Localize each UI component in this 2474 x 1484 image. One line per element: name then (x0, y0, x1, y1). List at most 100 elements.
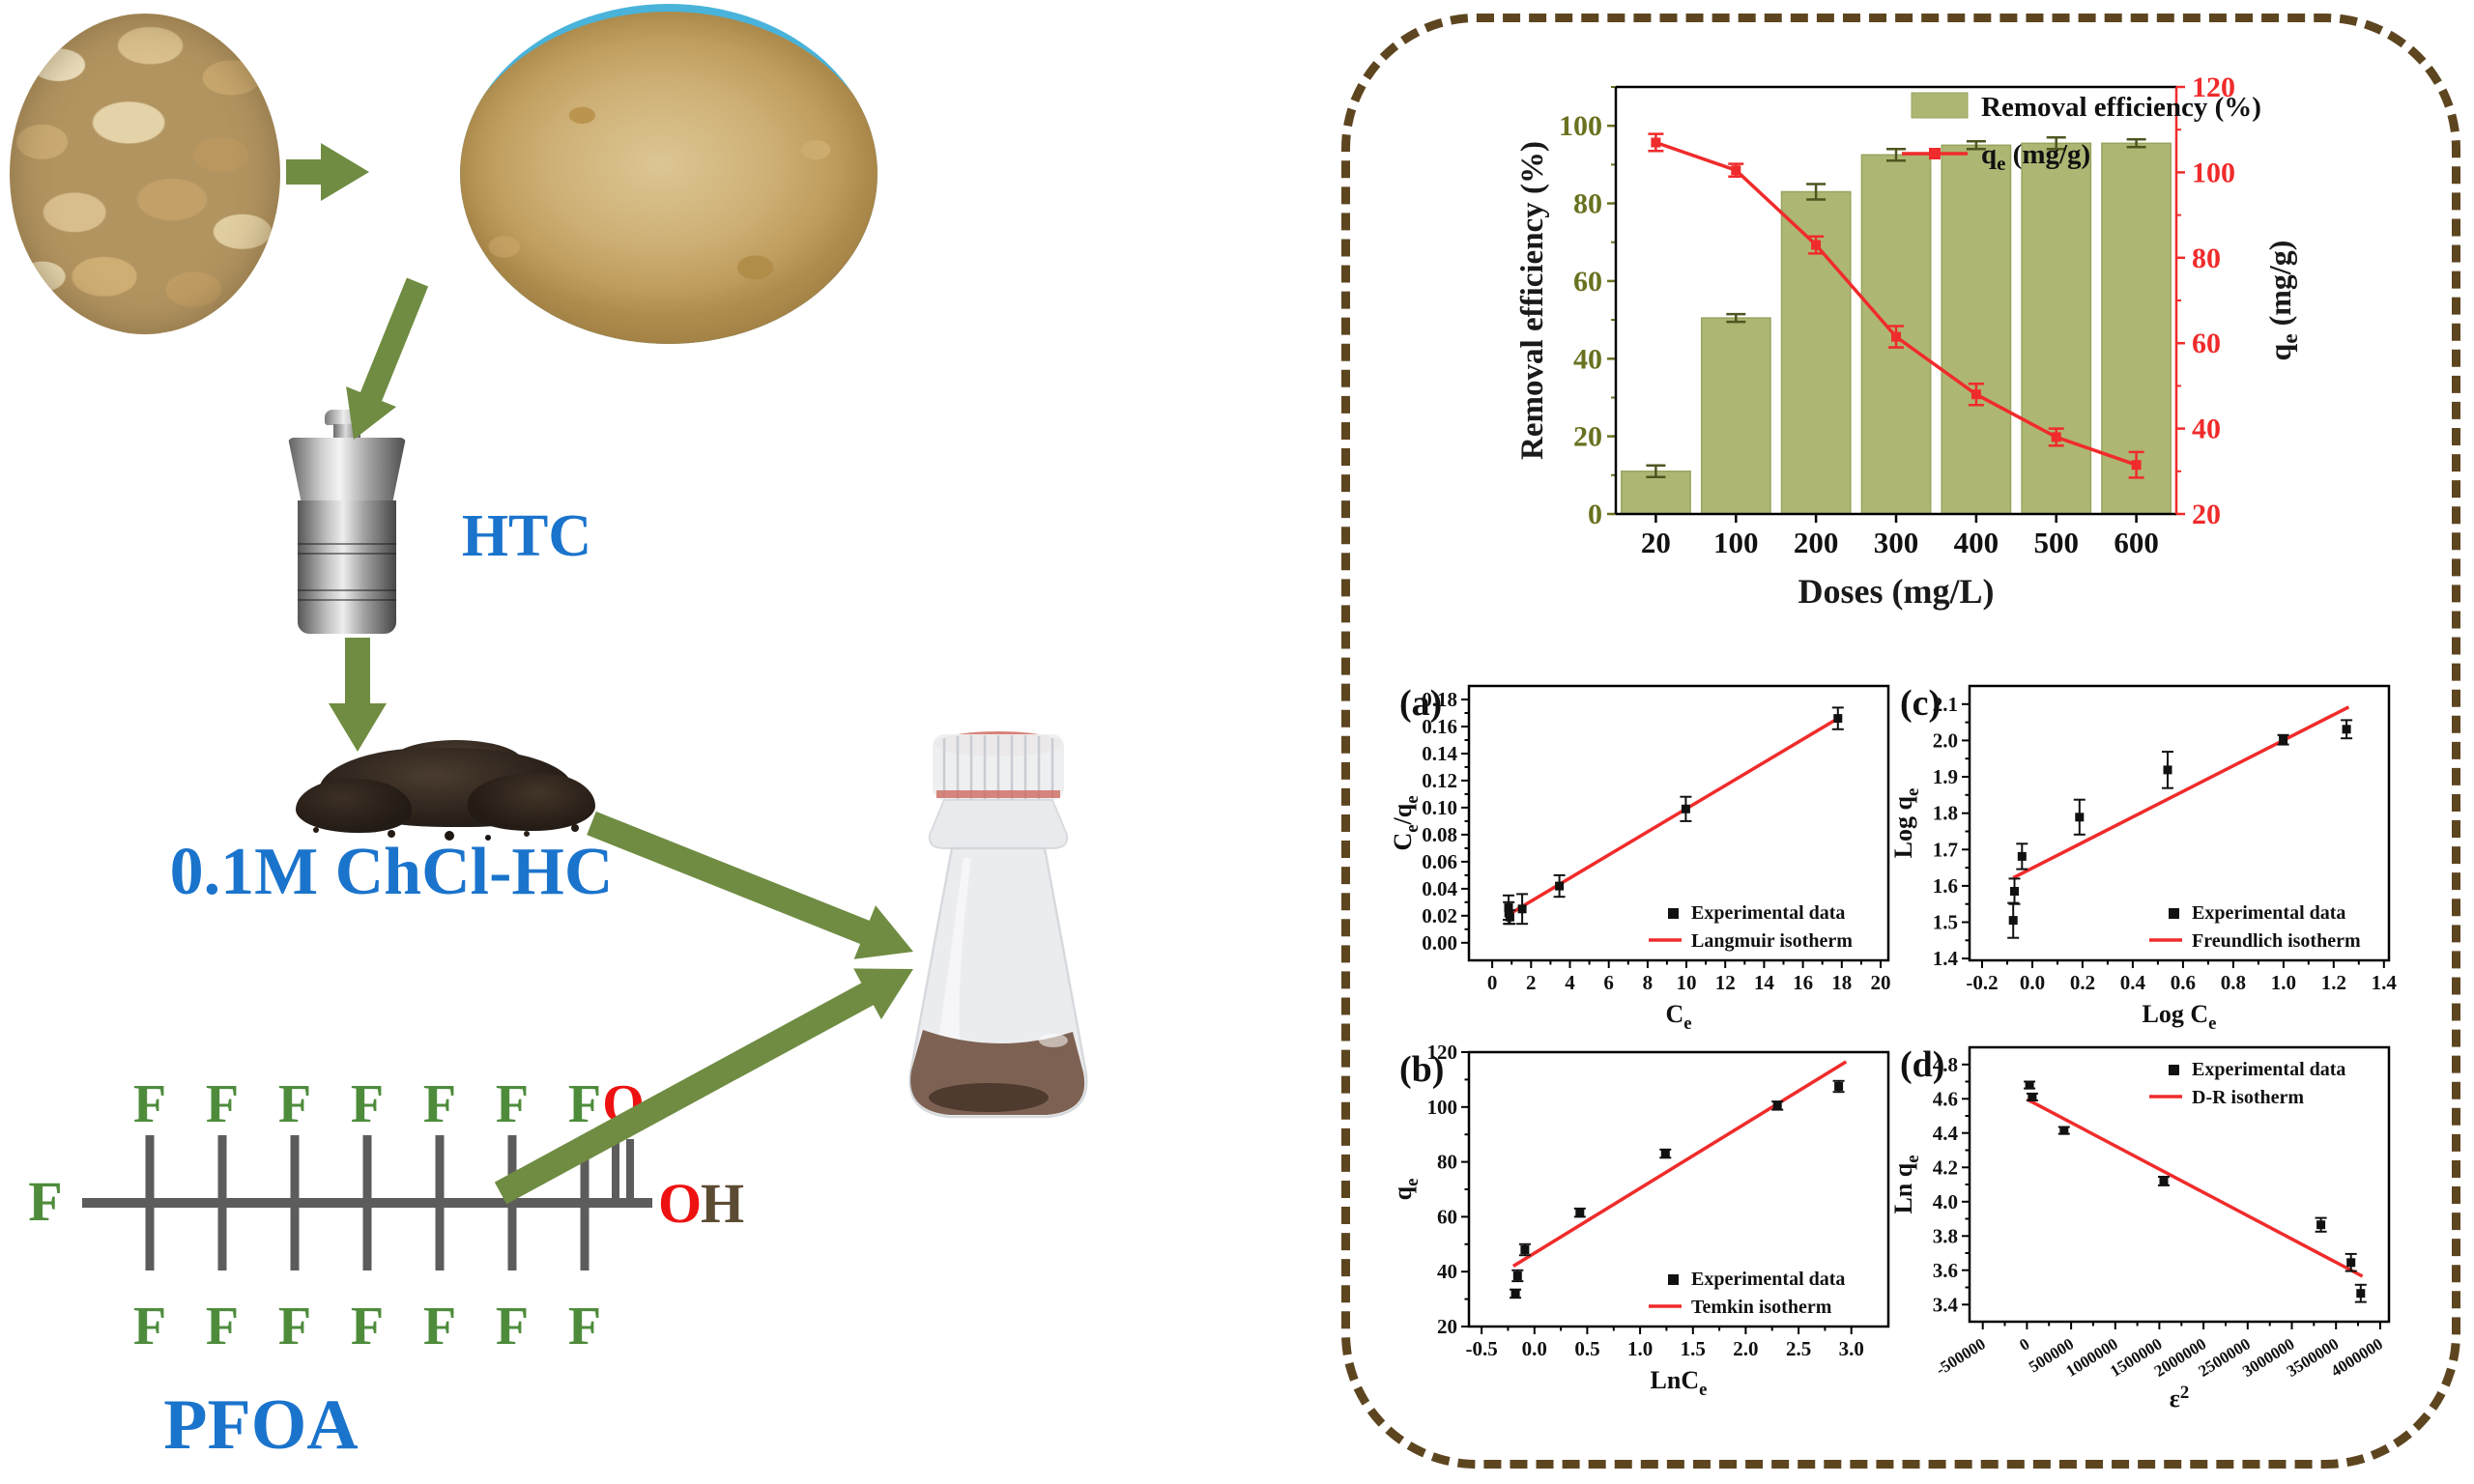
svg-text:6: 6 (1603, 971, 1614, 994)
dr-isotherm-chart: -500000 050000010000001500000200000025000… (1894, 1044, 2391, 1413)
svg-text:F: F (423, 1297, 456, 1356)
svg-text:20: 20 (1437, 1315, 1457, 1338)
svg-text:(b): (b) (1399, 1049, 1444, 1090)
svg-text:(a): (a) (1399, 683, 1442, 724)
svg-text:1.7: 1.7 (1933, 838, 1958, 861)
svg-text:-500000: -500000 (1933, 1334, 1989, 1379)
svg-text:F: F (351, 1074, 384, 1134)
svg-text:0.02: 0.02 (1422, 904, 1457, 928)
svg-text:0.04: 0.04 (1422, 877, 1457, 900)
svg-text:F: F (568, 1074, 601, 1134)
svg-text:F: F (278, 1074, 311, 1134)
svg-text:Doses (mg/L): Doses (mg/L) (1798, 572, 1995, 611)
svg-text:3.4: 3.4 (1933, 1293, 1959, 1316)
svg-text:20: 20 (1573, 421, 1602, 453)
svg-text:0.0: 0.0 (2020, 971, 2045, 994)
svg-text:0.14: 0.14 (1422, 742, 1457, 765)
freundlich-isotherm-chart: -0.2 0.0 0.2 0.4 0.6 0.8 1.0 1.2 1.4 1.4 1.5 1.6 1.7… (1894, 683, 2397, 1034)
svg-text:F: F (206, 1074, 239, 1134)
svg-text:2.1: 2.1 (1933, 693, 1958, 716)
svg-text:0.10: 0.10 (1422, 796, 1457, 819)
svg-text:qe: qe (1394, 1179, 1423, 1201)
svg-text:40: 40 (1573, 343, 1602, 375)
svg-text:Temkin isotherm: Temkin isotherm (1691, 1297, 1832, 1318)
svg-text:F: F (423, 1074, 456, 1134)
svg-text:0.18: 0.18 (1422, 688, 1457, 711)
svg-text:Removal efficiency (%): Removal efficiency (%) (1981, 92, 2261, 123)
svg-text:18: 18 (1831, 971, 1852, 994)
langmuir-isotherm-chart: 0 2 4 6 8 10 12 14 16 18 20 0.00 0.02 0.04 0.06 0.08 0.1… (1394, 683, 1890, 1034)
reactor-lid (288, 438, 406, 500)
svg-text:H: H (701, 1172, 744, 1235)
svg-text:1.5: 1.5 (1933, 911, 1958, 934)
svg-text:60: 60 (1573, 266, 1602, 298)
svg-text:qe (mg/g): qe (mg/g) (2262, 241, 2302, 361)
svg-text:0.00: 0.00 (1422, 931, 1457, 955)
svg-text:60: 60 (1437, 1205, 1457, 1228)
svg-text:2.0: 2.0 (1733, 1337, 1758, 1360)
svg-text:0.8: 0.8 (2221, 971, 2246, 994)
htc-label: HTC (461, 503, 592, 569)
svg-text:1.9: 1.9 (1933, 765, 1958, 788)
svg-text:F: F (206, 1297, 239, 1356)
svg-text:0: 0 (2016, 1334, 2032, 1355)
arrow-reactor-to-hydrochar (329, 638, 387, 752)
svg-text:1.0: 1.0 (1627, 1337, 1653, 1360)
pfoa-label: PFOA (163, 1385, 359, 1465)
svg-text:-0.2: -0.2 (1966, 971, 1998, 994)
svg-text:4.2: 4.2 (1933, 1156, 1958, 1179)
powder-photo (460, 4, 877, 344)
svg-text:20: 20 (2192, 499, 2221, 530)
svg-text:120: 120 (1427, 1041, 1458, 1064)
svg-text:120: 120 (2192, 71, 2235, 103)
svg-text:Ce/qe: Ce/qe (1394, 795, 1423, 850)
svg-text:O: O (658, 1172, 702, 1235)
svg-text:12: 12 (1715, 971, 1736, 994)
svg-text:0.06: 0.06 (1422, 850, 1457, 873)
svg-text:1.2: 1.2 (2321, 971, 2346, 994)
svg-text:0.2: 0.2 (2070, 971, 2095, 994)
svg-text:F: F (133, 1297, 166, 1356)
svg-text:80: 80 (1437, 1151, 1457, 1174)
svg-text:0.0: 0.0 (1522, 1337, 1547, 1360)
svg-text:0: 0 (1487, 971, 1498, 994)
reactor-cap (325, 410, 369, 425)
svg-text:0.16: 0.16 (1422, 715, 1457, 738)
pile-part (296, 779, 412, 833)
svg-text:Removal efficiency (%): Removal efficiency (%) (1517, 141, 1550, 460)
svg-text:Log Ce: Log Ce (2143, 1000, 2217, 1034)
svg-text:4.8: 4.8 (1933, 1053, 1958, 1076)
svg-text:40: 40 (1437, 1260, 1457, 1283)
svg-text:2.5: 2.5 (1786, 1337, 1811, 1360)
svg-text:60: 60 (2192, 328, 2221, 359)
svg-text:1.6: 1.6 (1933, 874, 1958, 898)
svg-text:20: 20 (1641, 526, 1671, 559)
reactor-groove (298, 543, 396, 555)
svg-text:100: 100 (1713, 526, 1759, 559)
svg-text:200: 200 (1794, 526, 1839, 559)
svg-text:-0.5: -0.5 (1465, 1337, 1497, 1360)
svg-text:3.8: 3.8 (1933, 1224, 1958, 1247)
svg-text:16: 16 (1793, 971, 1813, 994)
svg-text:100: 100 (1427, 1096, 1458, 1119)
svg-text:20: 20 (1870, 971, 1890, 994)
svg-text:100: 100 (1559, 110, 1602, 142)
svg-text:1.8: 1.8 (1933, 802, 1958, 825)
svg-text:14: 14 (1754, 971, 1775, 994)
htc-reactor-icon (288, 410, 406, 634)
svg-text:4: 4 (1565, 971, 1575, 994)
pile-part (468, 773, 595, 831)
svg-text:Experimental data: Experimental data (2192, 1059, 2345, 1080)
svg-text:8: 8 (1643, 971, 1654, 994)
svg-text:0.08: 0.08 (1422, 823, 1457, 846)
svg-text:F: F (278, 1297, 311, 1356)
flask-collar (928, 799, 1069, 849)
arrow-peels-to-powder (286, 143, 369, 201)
svg-text:Langmuir isotherm: Langmuir isotherm (1691, 930, 1853, 952)
svg-text:qe (mg/g): qe (mg/g) (1981, 139, 2090, 175)
svg-text:300: 300 (1874, 526, 1919, 559)
svg-text:Experimental data: Experimental data (1691, 1269, 1845, 1290)
svg-text:Experimental data: Experimental data (2192, 902, 2345, 924)
flask-cap-red-ring (936, 790, 1060, 798)
